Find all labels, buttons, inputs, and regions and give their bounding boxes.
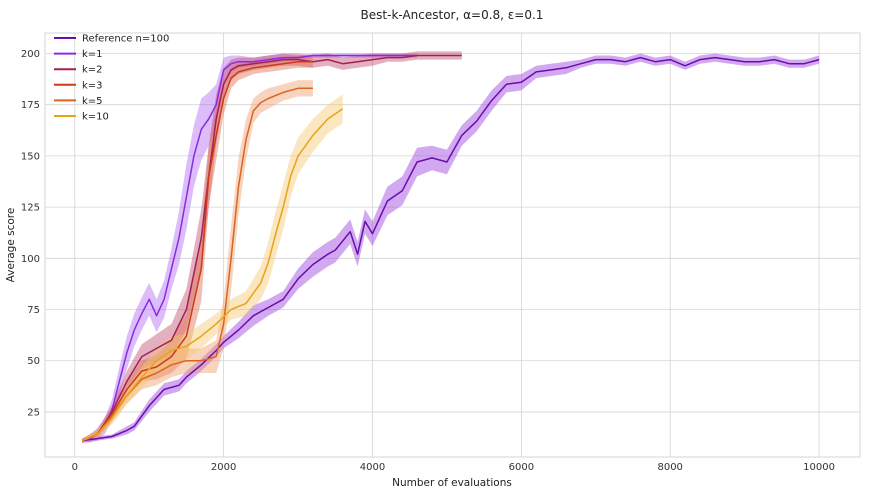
y-axis-label: Average score xyxy=(5,208,17,283)
legend-label: k=1 xyxy=(82,49,103,60)
x-tick-label: 2000 xyxy=(211,462,236,473)
series-line-1 xyxy=(82,54,418,442)
x-tick-label: 6000 xyxy=(509,462,534,473)
legend-label: k=10 xyxy=(82,112,109,123)
series-band-4 xyxy=(82,80,313,443)
x-axis-label: Number of evaluations xyxy=(392,477,512,489)
series-line-2 xyxy=(81,54,462,442)
y-tick-label: 200 xyxy=(21,49,40,60)
tick-labels: 0 2000 4000 6000 8000 10000 25 50 75 100 125 150 175… xyxy=(21,49,835,473)
plot-background xyxy=(44,32,861,458)
series-line-0 xyxy=(82,56,820,442)
legend-label: k=3 xyxy=(82,80,103,91)
series-band-0 xyxy=(82,53,820,443)
y-tick-label: 75 xyxy=(27,305,40,316)
series-lines xyxy=(81,54,820,442)
chart-title: Best-k-Ancestor, α=0.8, ε=0.1 xyxy=(361,8,544,22)
x-tick-label: 10000 xyxy=(803,462,835,473)
x-tick-label: 8000 xyxy=(657,462,682,473)
y-tick-label: 175 xyxy=(21,100,40,111)
legend-label: k=2 xyxy=(82,65,103,76)
legend-label: Reference n=100 xyxy=(82,34,169,45)
legend: Reference n=100 k=1 k=2 k=3 k=5 k=10 xyxy=(54,34,169,123)
y-tick-label: 150 xyxy=(21,151,40,162)
y-tick-label: 50 xyxy=(27,356,40,367)
series-band-2 xyxy=(82,51,462,443)
x-tick-label: 0 xyxy=(72,462,78,473)
x-tick-label: 4000 xyxy=(360,462,385,473)
y-tick-label: 125 xyxy=(21,203,40,214)
series-band-5 xyxy=(82,94,343,443)
legend-label: k=5 xyxy=(82,96,103,107)
y-tick-label: 25 xyxy=(27,407,40,418)
grid xyxy=(45,33,860,457)
series-line-5 xyxy=(81,108,344,442)
series-line-3 xyxy=(81,60,313,442)
y-tick-label: 100 xyxy=(21,254,40,265)
